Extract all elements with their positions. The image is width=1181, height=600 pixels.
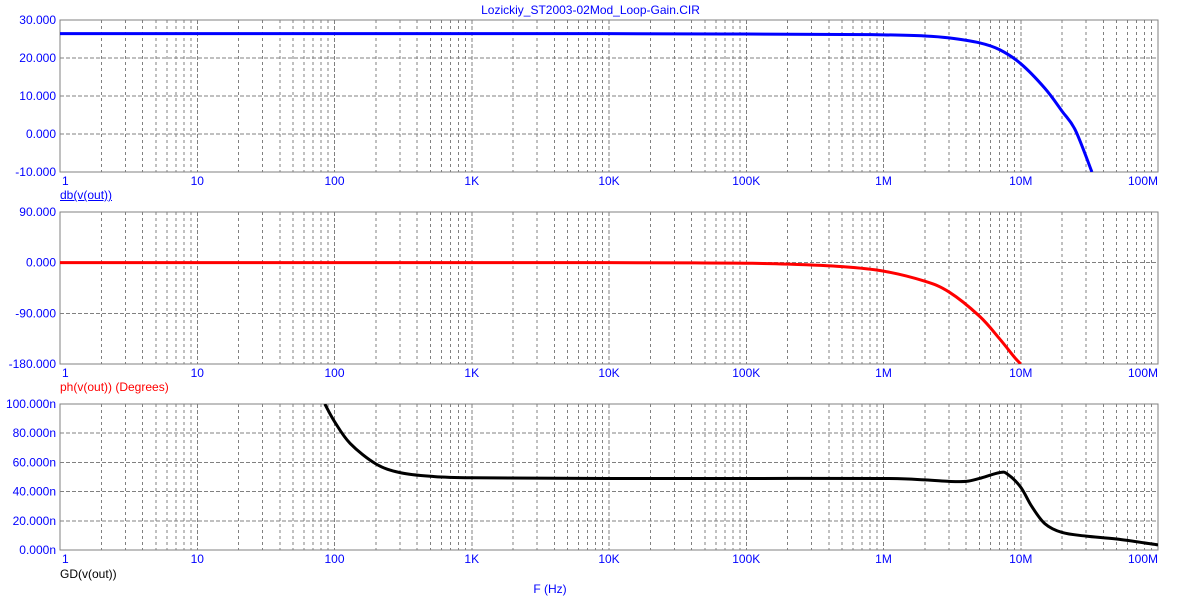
x-tick-label: 100M (1128, 366, 1158, 380)
legend-gd[interactable]: GD(v(out)) (60, 567, 117, 581)
x-tick-label: 100M (1128, 174, 1158, 188)
series-line-db (60, 32, 1094, 172)
x-tick-label: 100 (324, 366, 344, 380)
panel-frame (59, 403, 1159, 551)
x-tick-label: 1M (875, 552, 892, 566)
y-tick-label: 30.000 (19, 13, 56, 27)
y-tick-label: 0.000n (19, 543, 56, 557)
y-tick-label: 0.000 (26, 127, 56, 141)
x-tick-label: 1M (875, 366, 892, 380)
y-tick-label: 20.000 (19, 51, 56, 65)
y-tick-label: -180.000 (9, 357, 57, 371)
x-tick-label: 1 (62, 366, 69, 380)
x-tick-label: 10M (1009, 366, 1032, 380)
y-tick-label: 60.000n (13, 455, 56, 469)
x-tick-label: 10M (1009, 174, 1032, 188)
x-tick-label: 100K (732, 366, 760, 380)
x-tick-label: 1K (464, 552, 479, 566)
x-axis-title: F (Hz) (533, 582, 567, 596)
y-tick-label: 100.000n (6, 397, 56, 411)
x-tick-label: 100 (324, 174, 344, 188)
y-tick-label: 80.000n (13, 426, 56, 440)
x-tick-label: 1K (464, 366, 479, 380)
legend-db[interactable]: db(v(out)) (60, 188, 113, 202)
x-tick-label: 1M (875, 174, 892, 188)
panel-frame (59, 211, 1159, 365)
series-line-phase (60, 261, 1022, 364)
y-tick-label: -10.000 (15, 165, 56, 179)
legend-phase[interactable]: ph(v(out)) (Degrees) (60, 380, 169, 394)
y-tick-label: 0.000 (26, 256, 56, 270)
x-tick-label: 10 (191, 174, 205, 188)
x-tick-label: 1K (464, 174, 479, 188)
x-tick-label: 100M (1128, 552, 1158, 566)
x-tick-label: 10K (598, 174, 619, 188)
y-tick-label: 10.000 (19, 89, 56, 103)
x-tick-label: 100 (324, 552, 344, 566)
y-tick-label: 90.000 (19, 205, 56, 219)
y-tick-label: 40.000n (13, 485, 56, 499)
x-tick-label: 10 (191, 552, 205, 566)
panel-frame (59, 19, 1159, 173)
x-tick-label: 10K (598, 366, 619, 380)
x-tick-label: 1 (62, 174, 69, 188)
chart-title: Lozickiy_ST2003-02Mod_Loop-Gain.CIR (481, 3, 700, 17)
x-tick-label: 100K (732, 174, 760, 188)
x-tick-label: 10M (1009, 552, 1032, 566)
series-line-gd (323, 404, 1158, 547)
x-tick-label: 10K (598, 552, 619, 566)
x-tick-label: 100K (732, 552, 760, 566)
x-tick-label: 10 (191, 366, 205, 380)
y-tick-label: -90.000 (15, 306, 56, 320)
y-tick-label: 20.000n (13, 514, 56, 528)
x-tick-label: 1 (62, 552, 69, 566)
